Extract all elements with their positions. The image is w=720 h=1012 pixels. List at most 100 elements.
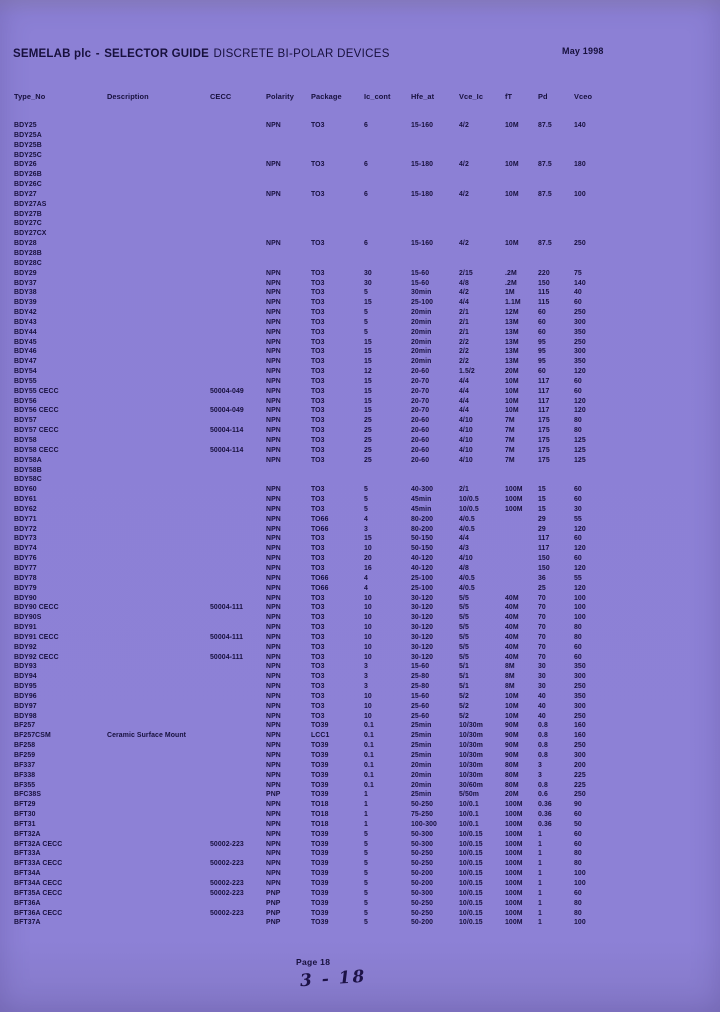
table-cell: BDY27AS — [14, 200, 47, 208]
table-cell: 25 — [538, 584, 546, 592]
table-cell: NPN — [266, 683, 281, 691]
table-cell: 140 — [574, 279, 586, 287]
table-cell: BDY61 — [14, 496, 37, 504]
table-cell: 4/2 — [459, 190, 469, 198]
table-cell: TO3 — [311, 614, 325, 622]
table-cell: TO3 — [311, 240, 325, 248]
table-cell: BDY38 — [14, 289, 37, 297]
table-cell: 115 — [538, 289, 550, 297]
table-cell: 50-200 — [411, 870, 434, 878]
table-cell: 15 — [538, 486, 546, 494]
table-cell: 0.8 — [538, 742, 548, 750]
table-cell: .2M — [505, 279, 517, 287]
table-cell: NPN — [266, 860, 281, 868]
table-row: BF257CSM Ceramic Surface Mount NPN LCC1 0.1 2… — [0, 731, 720, 741]
table-cell: 80M — [505, 771, 519, 779]
table-cell: 80-200 — [411, 515, 434, 523]
table-cell: 0.1 — [364, 771, 374, 779]
table-cell: 25min — [411, 791, 432, 799]
table-cell: 10/0.5 — [459, 505, 479, 513]
column-header: Hfe_at — [411, 92, 435, 101]
table-cell: 15 — [364, 397, 372, 405]
table-cell: 350 — [574, 663, 586, 671]
table-cell: 100 — [574, 604, 586, 612]
table-cell: BDY90S — [14, 614, 42, 622]
table-row: BDY57 CECC 50004-114 NPN TO3 25 20-60 4/10 7M 17… — [0, 426, 720, 436]
table-cell: TO3 — [311, 505, 325, 513]
table-cell: BF337 — [14, 761, 36, 769]
table-cell: 1.1M — [505, 299, 521, 307]
table-cell: 5/2 — [459, 702, 469, 710]
table-row: BDY71 NPN TO66 4 80-200 4/0.5 29 55 — [0, 515, 720, 525]
table-row: BDY55 NPN TO3 15 20-70 4/4 10M 117 60 — [0, 377, 720, 387]
table-cell: 4/8 — [459, 279, 469, 287]
table-cell: TO3 — [311, 437, 325, 444]
table-cell: 225 — [574, 781, 586, 789]
table-cell: NPN — [266, 240, 281, 248]
table-cell: 5 — [364, 496, 368, 504]
table-cell: 117 — [538, 397, 550, 405]
table-cell: 4/4 — [459, 377, 469, 385]
table-cell: 3 — [364, 673, 368, 681]
table-cell: 100M — [505, 840, 523, 848]
table-cell: BDY95 — [14, 683, 37, 691]
table-cell: 100 — [574, 879, 586, 887]
table-cell: TO18 — [311, 811, 329, 819]
table-cell: NPN — [266, 190, 281, 198]
table-cell: TO3 — [311, 594, 325, 602]
table-cell: 20-60 — [411, 446, 430, 454]
table-cell: TO39 — [311, 752, 329, 759]
table-cell: TO3 — [311, 486, 325, 494]
table-cell: 60 — [574, 555, 582, 563]
table-cell: Ceramic Surface Mount — [107, 732, 187, 740]
table-cell: TO3 — [311, 122, 325, 129]
table-cell: BDY58B — [14, 466, 42, 474]
table-cell: BDY57 — [14, 417, 37, 425]
table-cell: BDY25 — [14, 122, 37, 129]
table-cell: 5/50m — [459, 791, 480, 799]
table-cell: 5 — [364, 830, 368, 838]
table-cell: 50-250 — [411, 801, 434, 809]
table-cell: 5/5 — [459, 594, 469, 602]
table-cell: 150 — [538, 279, 550, 287]
table-cell: TO3 — [311, 643, 325, 651]
table-row: BDY25 NPN TO3 6 15-160 4/2 10M 87.5 140 — [0, 121, 720, 131]
table-cell: 120 — [574, 397, 586, 405]
table-cell: PNP — [266, 791, 281, 799]
table-cell: 90M — [505, 752, 519, 759]
table-cell: BDY94 — [14, 673, 37, 681]
table-cell: TO3 — [311, 289, 325, 297]
table-cell: 13M — [505, 338, 519, 346]
table-cell: 12 — [364, 368, 372, 376]
table-cell: 250 — [574, 338, 586, 346]
table-cell: TO3 — [311, 702, 325, 710]
table-cell: 20min — [411, 318, 432, 326]
table-cell: 4/2 — [459, 240, 469, 248]
table-cell: 5 — [364, 309, 368, 317]
table-cell: 40 — [538, 692, 546, 700]
table-cell: 60 — [538, 328, 546, 336]
table-cell: 100M — [505, 899, 523, 907]
table-cell: TO39 — [311, 889, 329, 897]
table-cell: NPN — [266, 811, 281, 819]
table-cell: 10M — [505, 712, 519, 720]
table-row: BDY56 NPN TO3 15 20-70 4/4 10M 117 120 — [0, 397, 720, 407]
table-cell: 10 — [364, 624, 372, 632]
table-cell: NPN — [266, 653, 281, 661]
table-cell: 10/30m — [459, 722, 483, 730]
table-row: BFT36A PNP TO39 5 50-250 10/0.15 100M 1 80 — [0, 899, 720, 909]
table-cell: 36 — [538, 574, 546, 582]
table-cell: BDY57 CECC — [14, 427, 59, 435]
table-cell: 10M — [505, 407, 519, 415]
table-cell: 4/10 — [459, 437, 473, 444]
table-cell: 1 — [538, 899, 542, 907]
table-cell: 1 — [364, 820, 368, 828]
table-cell: 80M — [505, 781, 519, 789]
table-cell: 60 — [574, 535, 582, 543]
table-cell: 100 — [574, 919, 586, 927]
table-cell: 10M — [505, 377, 519, 385]
table-cell: BDY45 — [14, 338, 37, 346]
table-cell: 250 — [574, 240, 586, 248]
column-header: Ic_cont — [364, 92, 391, 101]
table-cell: 45min — [411, 496, 432, 504]
